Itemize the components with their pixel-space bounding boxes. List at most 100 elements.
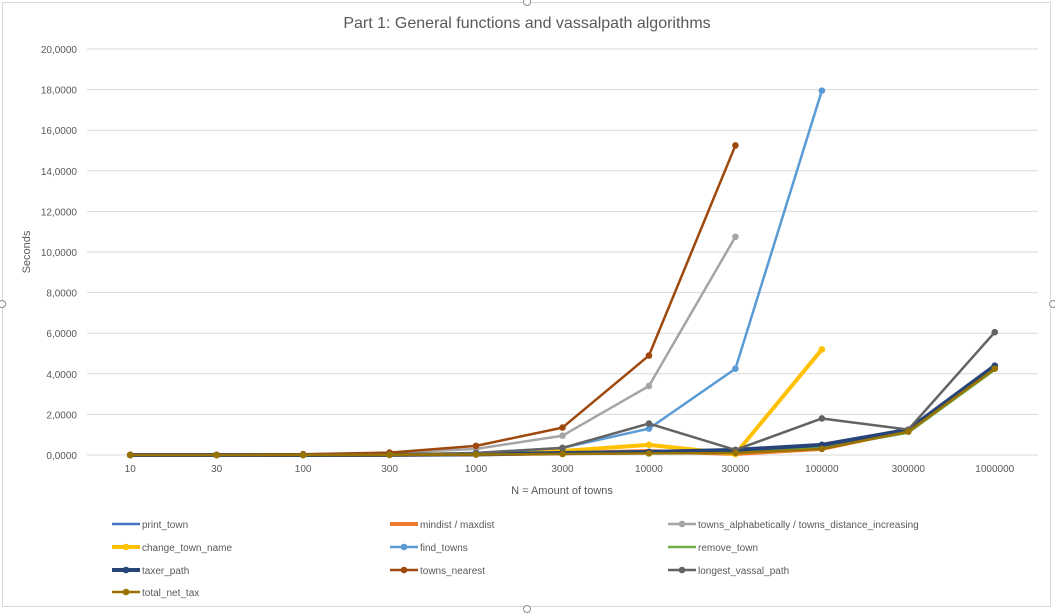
series-3 [126,346,826,459]
data-point [386,451,393,459]
legend-item: total_net_tax [112,588,199,599]
data-point [991,328,999,336]
data-point [645,441,653,449]
legend-label: taxer_path [142,566,189,577]
y-tick-label: 20,0000 [41,45,78,56]
data-point [818,415,826,422]
series-line [128,367,997,457]
y-tick-label: 0,0000 [46,451,77,462]
y-tick-label: 2,0000 [46,410,77,421]
data-point [559,450,566,458]
x-tick-label: 30000 [722,464,750,475]
series-line [128,235,737,457]
x-tick-label: 3000 [551,464,574,475]
x-tick-label: 100 [295,464,312,475]
series-line [128,366,997,457]
y-axis-title: Seconds [21,230,33,273]
y-tick-label: 16,0000 [41,126,78,137]
data-point [645,352,653,359]
legend-label: towns_nearest [420,566,485,577]
y-tick-label: 8,0000 [46,289,77,300]
y-tick-label: 18,0000 [41,86,78,97]
data-point [645,450,653,457]
resize-handle-left[interactable] [0,300,6,308]
series-0 [128,366,997,457]
legend-label: remove_town [698,543,758,554]
legend: print_town mindist / maxdist towns_alphabe… [112,520,919,599]
data-point [645,382,653,390]
gridlines [87,48,1038,456]
data-point [559,444,566,452]
series-line [128,368,997,457]
x-axis-ticks: 10 30 100 300 1000 3000 10000 30000 100000 300000… [125,464,1015,475]
legend-item: remove_town [668,543,758,554]
y-tick-label: 6,0000 [46,329,77,340]
series-line [128,347,824,457]
series-6 [126,362,999,459]
legend-label: print_town [142,520,188,531]
series-line [128,89,824,457]
x-tick-label: 300000 [892,464,926,475]
data-point [991,365,999,373]
chart-title: Part 1: General functions and vassalpath… [343,15,710,32]
series-1 [128,364,997,457]
legend-marker [400,566,408,574]
legend-marker [122,588,130,596]
data-point [732,365,739,373]
legend-item: taxer_path [112,566,189,577]
data-point [645,425,653,432]
legend-label: mindist / maxdist [420,520,495,531]
x-axis-title: N = Amount of towns [511,485,613,497]
legend-item: print_town [112,520,188,531]
y-tick-label: 4,0000 [46,370,77,381]
legend-marker [122,566,130,574]
resize-handle-top[interactable] [523,0,531,6]
data-point [559,432,566,440]
x-tick-label: 10000 [635,464,663,475]
legend-label: total_net_tax [142,588,199,599]
data-point [645,420,653,427]
legend-marker [400,543,408,551]
y-tick-label: 10,0000 [41,248,78,259]
legend-marker [122,543,130,551]
legend-item: find_towns [390,543,468,554]
legend-item: towns_alphabetically / towns_distance_in… [668,520,919,531]
data-point [732,449,739,457]
y-tick-label: 14,0000 [41,167,78,178]
x-tick-label: 1000000 [975,464,1014,475]
legend-label: find_towns [420,543,468,554]
x-tick-label: 1000 [465,464,488,475]
data-point [818,445,826,453]
resize-handle-right[interactable] [1049,300,1055,308]
legend-marker [678,566,686,574]
data-point [818,87,826,94]
legend-item: longest_vassal_path [668,566,789,577]
series-lines [126,87,999,459]
data-point [299,451,307,459]
data-point [472,451,480,458]
x-tick-label: 30 [211,464,223,475]
series-line [128,144,737,457]
x-tick-label: 10 [125,464,137,475]
legend-label: change_town_name [142,543,233,554]
series-7 [126,142,739,459]
data-point [213,451,220,459]
series-9 [126,365,999,459]
data-point [732,233,739,241]
data-point [818,346,826,353]
legend-marker [678,520,686,528]
data-point [559,424,566,431]
y-axis-ticks: 0,0000 2,0000 4,0000 6,0000 8,0000 10,0000 12,… [41,45,78,462]
legend-label: towns_alphabetically / towns_distance_in… [698,520,919,531]
x-tick-label: 100000 [805,464,839,475]
data-point [905,428,912,435]
x-tick-label: 300 [381,464,398,475]
legend-item: mindist / maxdist [390,520,495,531]
y-tick-label: 12,0000 [41,207,78,218]
legend-item: change_town_name [112,543,233,554]
series-line [128,364,997,457]
series-5 [128,368,997,457]
legend-item: towns_nearest [390,566,485,577]
data-point [732,142,739,149]
